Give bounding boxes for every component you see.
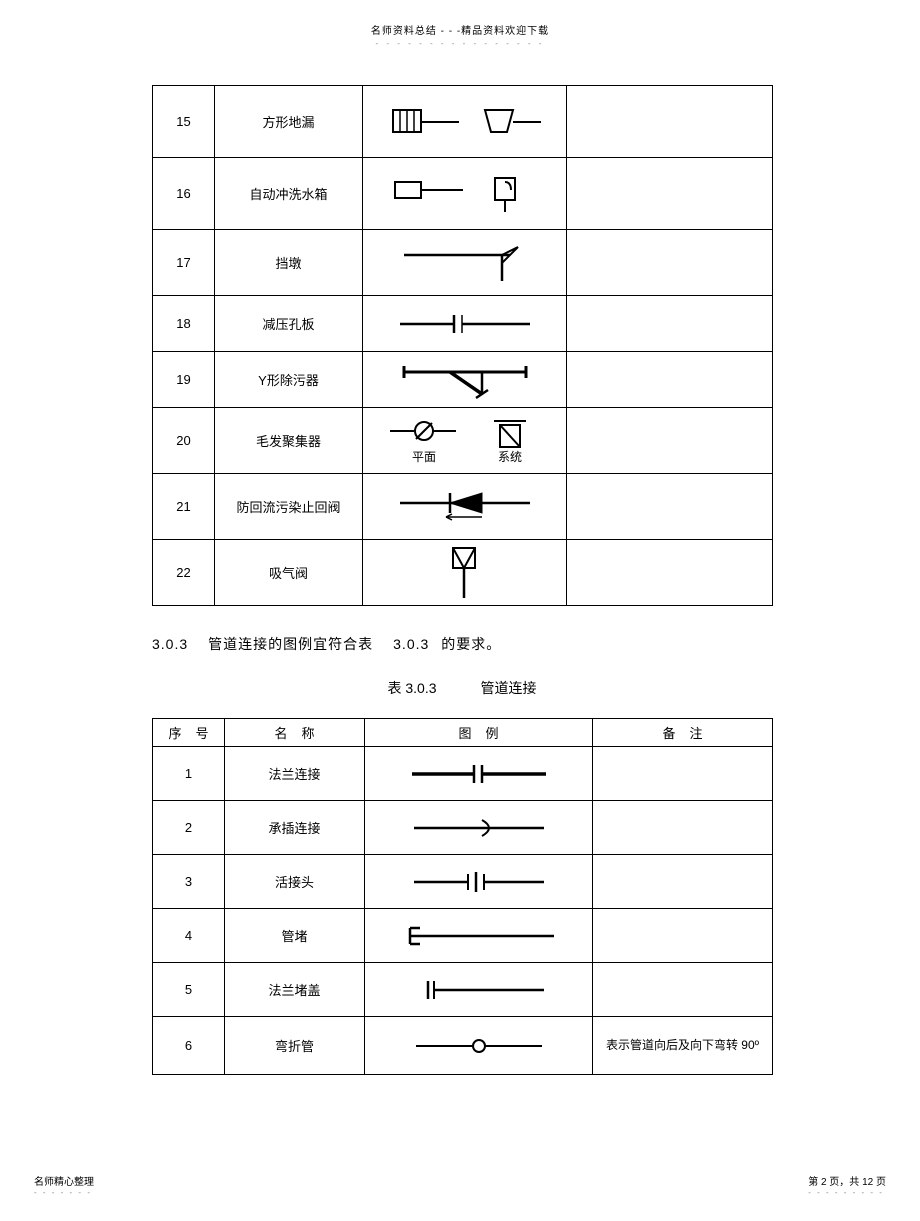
t2-remark: 表示管道向后及向下弯转 90º (593, 1017, 773, 1075)
footer-left-dots: - - - - - - - (34, 1188, 94, 1197)
t1-remark (567, 86, 773, 158)
t2-name: 法兰堵盖 (225, 963, 365, 1017)
t2-name: 弯折管 (225, 1017, 365, 1075)
footer-right: 第 2 页，共 12 页 - - - - - - - - - (808, 1173, 886, 1197)
footer-left: 名师精心整理 - - - - - - - (34, 1173, 94, 1197)
section-middle: 管道连接的图例宜符合表 (208, 636, 373, 652)
t1-symbol (363, 474, 567, 540)
t2-header: 名称 (225, 719, 365, 747)
section-prefix: 3.0.3 (152, 636, 188, 652)
t1-symbol (363, 158, 567, 230)
t1-num: 20 (153, 408, 215, 474)
t1-remark (567, 408, 773, 474)
t1-name: 减压孔板 (215, 296, 363, 352)
t2-num: 1 (153, 747, 225, 801)
svg-text:平面: 平面 (411, 450, 435, 464)
t1-name: 吸气阀 (215, 540, 363, 606)
bend-icon (404, 1036, 554, 1056)
t2-num: 4 (153, 909, 225, 963)
table-1: 15 方形地漏 16 自动冲洗水箱 17 挡墩 (152, 85, 773, 606)
flange-icon (404, 762, 554, 786)
orifice-icon (390, 309, 540, 339)
t2-num: 5 (153, 963, 225, 1017)
y-strainer-icon (390, 360, 540, 400)
t2-symbol (365, 1017, 593, 1075)
footer-right-text: 第 2 页，共 12 页 (808, 1173, 886, 1188)
air-valve-icon (435, 544, 495, 602)
t1-num: 18 (153, 296, 215, 352)
t2-num: 2 (153, 801, 225, 855)
section-ref: 3.0.3 (393, 636, 429, 652)
union-icon (404, 870, 554, 894)
t1-num: 15 (153, 86, 215, 158)
t1-remark (567, 296, 773, 352)
t1-remark (567, 540, 773, 606)
t1-name: 毛发聚集器 (215, 408, 363, 474)
t1-remark (567, 474, 773, 540)
section-suffix: 的要求。 (441, 636, 501, 652)
table-2: 序号名称图例备注 1 法兰连接 2 承插连接 3 活接头 (152, 718, 773, 1075)
t1-symbol (363, 230, 567, 296)
socket-icon (404, 816, 554, 840)
blind-flange-icon (404, 978, 554, 1002)
t2-symbol (365, 909, 593, 963)
t2-num: 6 (153, 1017, 225, 1075)
svg-text:系统: 系统 (497, 450, 521, 464)
header-text: 名师资料总结 - - -精品资料欢迎下载 (0, 22, 920, 37)
t2-symbol (365, 747, 593, 801)
t2-header: 图例 (365, 719, 593, 747)
t1-symbol: 平面 系统 (363, 408, 567, 474)
t2-symbol (365, 801, 593, 855)
header-dots: - - - - - - - - - - - - - - - - (0, 39, 920, 48)
hair-trap-icon: 平面 系统 (380, 415, 550, 467)
sq-drain-icon (385, 102, 545, 142)
t1-num: 19 (153, 352, 215, 408)
table-303-title: 表 3.0.3 管道连接 (152, 678, 772, 698)
plug-icon (394, 924, 564, 948)
t2-name: 承插连接 (225, 801, 365, 855)
t2-symbol (365, 855, 593, 909)
t2-remark (593, 855, 773, 909)
t1-name: Y形除污器 (215, 352, 363, 408)
t2-header: 备注 (593, 719, 773, 747)
t1-num: 17 (153, 230, 215, 296)
t2-remark (593, 909, 773, 963)
t1-symbol (363, 86, 567, 158)
table-title-right: 管道连接 (481, 680, 537, 696)
page-header: 名师资料总结 - - -精品资料欢迎下载 - - - - - - - - - -… (0, 22, 920, 48)
t2-name: 法兰连接 (225, 747, 365, 801)
section-303: 3.0.3 管道连接的图例宜符合表 3.0.3 的要求。 (152, 634, 772, 654)
footer-right-dots: - - - - - - - - - (808, 1188, 886, 1197)
t1-num: 16 (153, 158, 215, 230)
footer-left-text: 名师精心整理 (34, 1173, 94, 1188)
t1-name: 挡墩 (215, 230, 363, 296)
backflow-check-icon (390, 489, 540, 525)
t1-remark (567, 158, 773, 230)
t1-num: 21 (153, 474, 215, 540)
t2-header: 序号 (153, 719, 225, 747)
t1-symbol (363, 540, 567, 606)
t2-symbol (365, 963, 593, 1017)
t1-name: 自动冲洗水箱 (215, 158, 363, 230)
t1-remark (567, 230, 773, 296)
t2-num: 3 (153, 855, 225, 909)
t1-symbol (363, 352, 567, 408)
t2-name: 活接头 (225, 855, 365, 909)
t1-symbol (363, 296, 567, 352)
t2-remark (593, 963, 773, 1017)
table-title-left: 表 3.0.3 (387, 680, 436, 696)
flush-tank-icon (385, 172, 545, 216)
pier-icon (390, 241, 540, 285)
t2-name: 管堵 (225, 909, 365, 963)
t2-remark (593, 801, 773, 855)
t1-remark (567, 352, 773, 408)
t1-num: 22 (153, 540, 215, 606)
t1-name: 防回流污染止回阀 (215, 474, 363, 540)
t2-remark (593, 747, 773, 801)
t1-name: 方形地漏 (215, 86, 363, 158)
